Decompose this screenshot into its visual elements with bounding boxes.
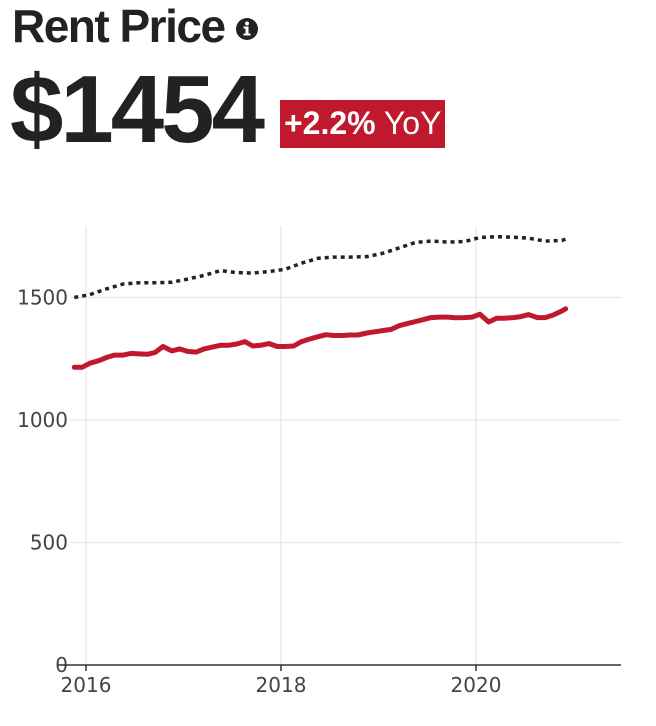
value-row: $1454 +2.2% YoY [10, 56, 446, 163]
yoy-change: +2.2% [283, 105, 376, 141]
yoy-badge: +2.2% YoY [279, 100, 446, 148]
current-value: $1454 [10, 56, 265, 163]
title-row: Rent Price [12, 0, 259, 52]
x-tick-label: 2016 [61, 673, 112, 697]
x-tick-label: 2018 [256, 673, 307, 697]
y-tick-label: 1500 [17, 286, 68, 310]
page-title: Rent Price [12, 0, 226, 52]
comparison-series-line [73, 234, 567, 300]
info-circle-icon[interactable] [235, 17, 259, 41]
y-tick-label: 500 [30, 531, 68, 555]
x-tick-label: 2020 [451, 673, 502, 697]
y-tick-label: 1000 [17, 408, 68, 432]
rent-price-series-line [71, 306, 569, 370]
yoy-suffix: YoY [383, 105, 442, 141]
